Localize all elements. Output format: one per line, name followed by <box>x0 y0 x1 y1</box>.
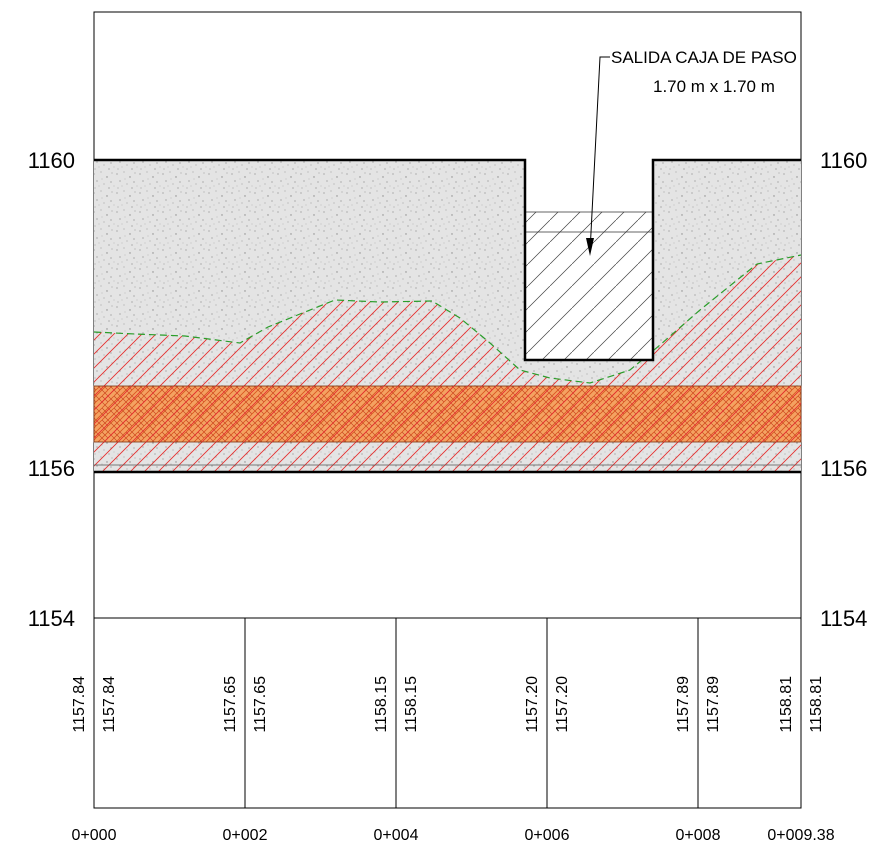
elevation-label: 1160 <box>28 148 75 173</box>
station-label: 0+009.38 <box>767 827 834 844</box>
station-label: 0+008 <box>676 827 721 844</box>
ground-elevation: 1157.89 <box>675 676 692 733</box>
elevation-label: 1154 <box>28 606 75 631</box>
ground-elevation: 1157.65 <box>252 676 269 733</box>
station-label: 0+002 <box>223 827 268 844</box>
excavation-outline <box>94 158 801 362</box>
leader-line <box>589 56 610 253</box>
elevation-label: 1156 <box>28 456 75 481</box>
leader-arrow <box>586 238 594 256</box>
ground-elevation: 1157.20 <box>524 676 541 733</box>
station-label: 0+006 <box>525 827 570 844</box>
ground-elevation: 1157.84 <box>71 676 88 733</box>
orange-layer-hatch <box>94 386 801 442</box>
ground-elevation: 1157.84 <box>101 676 118 733</box>
elevation-label: 1154 <box>820 606 867 631</box>
ground-elevation: 1158.15 <box>373 676 390 733</box>
elevation-label: 1156 <box>820 456 867 481</box>
ground-elevation: 1157.89 <box>705 676 722 733</box>
ground-elevation: 1157.20 <box>554 676 571 733</box>
ground-elevation: 1157.65 <box>222 676 239 733</box>
ground-elevation: 1158.81 <box>808 676 825 733</box>
ground-elevation: 1158.81 <box>778 676 795 733</box>
table-dividers <box>244 618 699 808</box>
box-hatch <box>525 212 653 360</box>
annotation-title: SALIDA CAJA DE PASO <box>611 48 797 67</box>
station-label: 0+000 <box>72 827 117 844</box>
annotation-size: 1.70 m x 1.70 m <box>653 77 775 96</box>
station-label: 0+004 <box>374 827 419 844</box>
elevation-label: 1160 <box>820 148 867 173</box>
ground-elevation: 1158.15 <box>403 676 420 733</box>
ground-line <box>93 254 802 384</box>
